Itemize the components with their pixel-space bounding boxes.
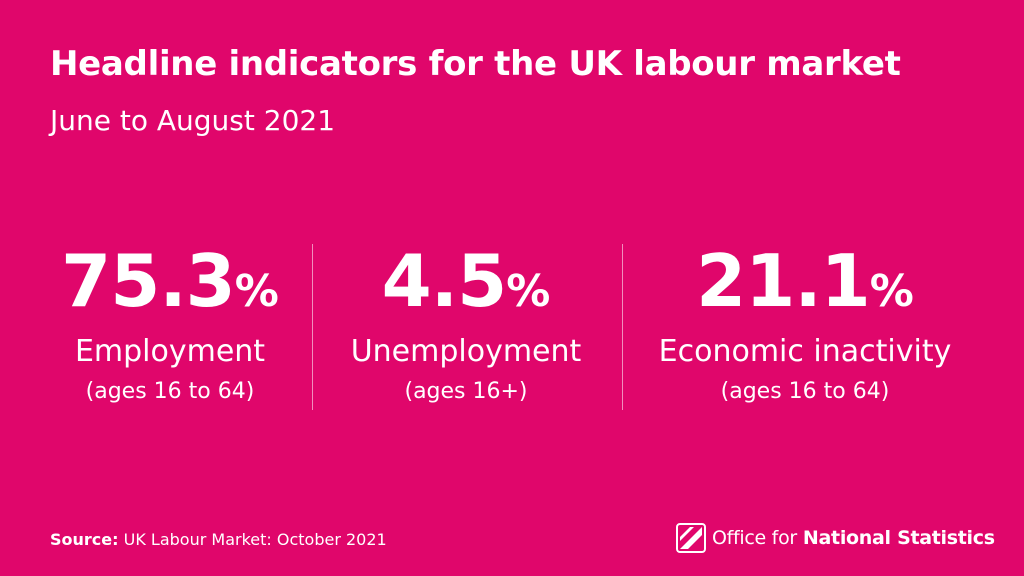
stat-value: 4.5% [381, 239, 551, 323]
ons-logo: Office for National Statistics [676, 522, 995, 554]
source-label: Source: [50, 530, 119, 549]
stat-economic-inactivity: 21.1% Economic inactivity (ages 16 to 64… [640, 240, 970, 407]
stat-value: 75.3% [61, 239, 279, 323]
stat-label: Economic inactivity [658, 334, 952, 369]
page-subtitle: June to August 2021 [50, 104, 336, 137]
headline-stats: 75.3% Employment (ages 16 to 64) 4.5% Un… [0, 240, 1024, 410]
stat-value: 21.1% [696, 239, 914, 323]
stat-unit: % [869, 266, 914, 317]
logo-text-bold: National Statistics [802, 527, 995, 549]
page-title: Headline indicators for the UK labour ma… [50, 44, 901, 84]
stat-unemployment: 4.5% Unemployment (ages 16+) [330, 240, 602, 407]
divider [622, 244, 623, 410]
stat-note: (ages 16+) [404, 379, 528, 404]
stat-note: (ages 16 to 64) [720, 379, 890, 404]
stat-unit: % [234, 266, 279, 317]
divider [312, 244, 313, 410]
source-note: Source: UK Labour Market: October 2021 [50, 530, 387, 549]
stat-label: Unemployment [350, 334, 582, 369]
stat-label: Employment [74, 334, 266, 369]
ons-logo-icon [676, 523, 706, 553]
stat-unit: % [506, 266, 551, 317]
source-text: UK Labour Market: October 2021 [123, 530, 387, 549]
stat-note: (ages 16 to 64) [85, 379, 255, 404]
stat-employment: 75.3% Employment (ages 16 to 64) [60, 240, 280, 407]
logo-text-light: Office for [712, 527, 797, 549]
